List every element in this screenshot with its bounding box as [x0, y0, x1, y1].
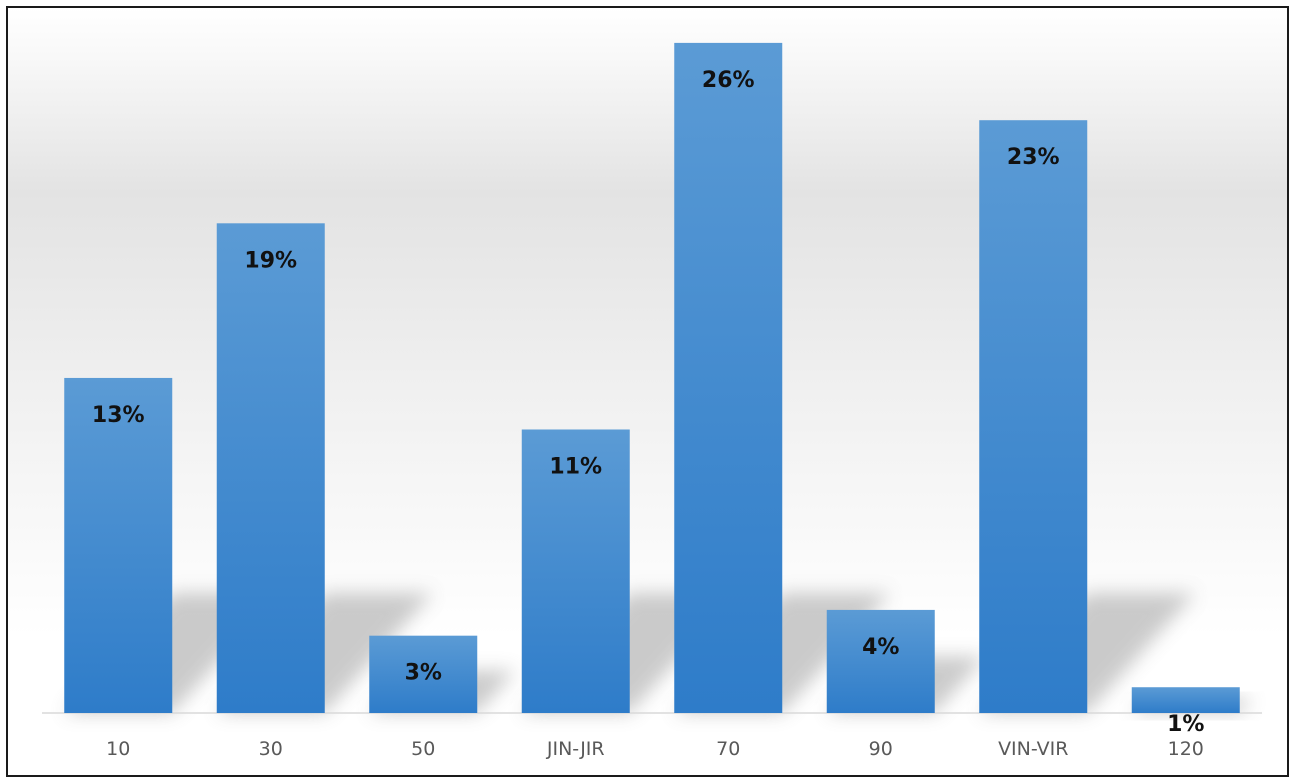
- data-label: 26%: [702, 68, 755, 93]
- bar-50: [369, 635, 478, 713]
- x-tick-label: 50: [411, 738, 435, 760]
- x-tick-label: 90: [869, 738, 893, 760]
- data-label: 23%: [1007, 145, 1060, 170]
- bar-30: [216, 223, 325, 713]
- data-label: 13%: [92, 403, 145, 428]
- data-label: 1%: [1167, 712, 1204, 737]
- bar-120: [1131, 687, 1240, 713]
- x-tick-labels: 10 30 50 JIN-JIR 70 90 VIN-VIR 120: [106, 738, 1204, 760]
- x-tick-label: VIN-VIR: [998, 738, 1068, 760]
- data-labels: 13% 19% 3% 11% 26% 4% 23% 1%: [92, 68, 1205, 737]
- x-tick-label: 120: [1168, 738, 1204, 760]
- data-label: 4%: [862, 635, 899, 660]
- bar-10: [64, 377, 173, 713]
- bar-vin-vir: [979, 120, 1088, 714]
- bars: [64, 42, 1240, 714]
- x-tick-label: 10: [106, 738, 130, 760]
- data-label: 3%: [405, 661, 442, 686]
- data-label: 19%: [244, 248, 297, 273]
- bar-70: [674, 42, 783, 714]
- data-label: 11%: [549, 454, 602, 479]
- x-tick-label: JIN-JIR: [546, 738, 605, 760]
- bar-90: [826, 609, 935, 713]
- bar-jin-jir: [521, 429, 630, 713]
- x-tick-label: 70: [716, 738, 740, 760]
- x-tick-label: 30: [259, 738, 283, 760]
